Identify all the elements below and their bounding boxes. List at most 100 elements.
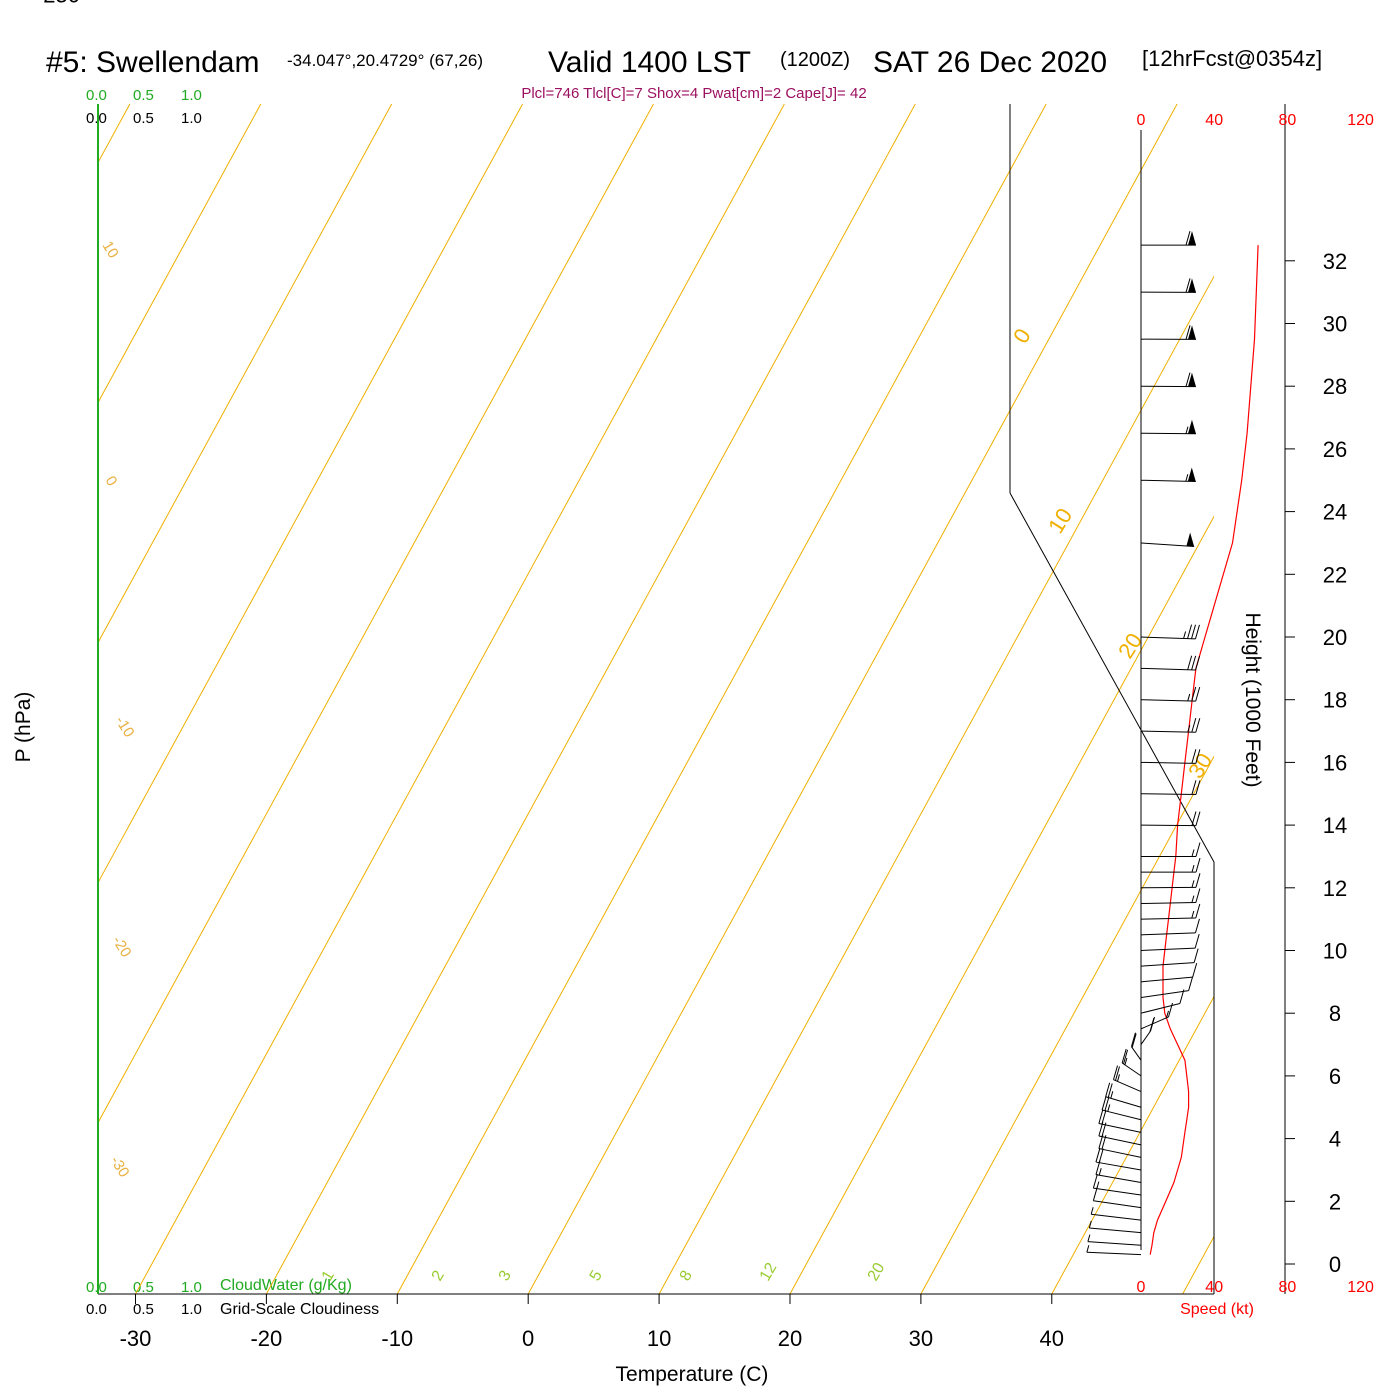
wind-barb-flag <box>1195 655 1201 671</box>
speed-tick-label: 120 <box>1347 112 1374 129</box>
wind-barb-staff <box>1095 1161 1142 1171</box>
wind-barb-flag <box>1113 1065 1118 1080</box>
wind-barb-flag <box>1098 1109 1104 1124</box>
wind-barb-staff <box>1140 947 1196 951</box>
cloudwater-scale-bottom: 0.0 0.5 1.0 CloudWater (g/Kg) <box>86 1277 352 1296</box>
wind-barb-staff <box>1140 1030 1151 1045</box>
wind-barb-staff <box>1140 917 1196 920</box>
x-tick-label: 30 <box>909 1326 933 1351</box>
height-tick-label: 22 <box>1323 562 1347 587</box>
wind-barb-half-flag <box>1086 1245 1090 1253</box>
wind-barb-flag <box>1194 933 1200 949</box>
wind-barb-staff <box>1121 1062 1142 1077</box>
x-axis-label: Temperature (C) <box>616 1363 769 1386</box>
moist-adiabat <box>147 0 1400 15</box>
wind-barb-flag <box>1098 1148 1104 1163</box>
height-tick-label: 26 <box>1323 437 1347 462</box>
mixing-ratio-label: 20 <box>865 1260 889 1284</box>
dry-adiabat <box>0 0 1145 15</box>
wind-barb-half-flag <box>1166 1010 1169 1018</box>
pressure-tick-label: 250 <box>43 0 80 8</box>
mixing-ratio-label: 8 <box>677 1268 696 1284</box>
dry-adiabat <box>202 0 1400 15</box>
wind-barb-pennant <box>1187 467 1196 482</box>
wind-barb-flag <box>1191 718 1197 733</box>
wind-barb-staff <box>1131 1046 1142 1061</box>
height-tick-label: 8 <box>1329 1001 1341 1026</box>
wind-barb-staff <box>1093 1187 1142 1196</box>
wind-barb-flag <box>1105 1082 1111 1097</box>
wind-barb-staff <box>1093 1200 1142 1209</box>
mixing-ratio-label: 3 <box>496 1268 515 1284</box>
x-tick-label: 10 <box>647 1326 671 1351</box>
cloudwater-label: CloudWater (g/Kg) <box>220 1277 352 1294</box>
wind-barb-staff <box>1098 1123 1142 1133</box>
wind-barb-staff <box>1098 1148 1142 1158</box>
utc-text: (1200Z) <box>780 49 850 71</box>
isotherm-line <box>920 755 1214 1294</box>
wind-barb-flag <box>1191 624 1196 639</box>
isotherm-line <box>1051 995 1214 1294</box>
wind-barb-staff <box>1101 1109 1142 1121</box>
wind-barb-flag <box>1123 1049 1129 1065</box>
wind-barb-staff <box>1140 962 1195 967</box>
wind-barb-flag <box>1185 372 1191 387</box>
wind-barb-flag <box>1194 624 1200 640</box>
cloudiness-tick: 0.5 <box>133 110 154 127</box>
wind-barb-staff <box>1140 636 1196 640</box>
wind-barb-half-flag <box>1191 910 1195 919</box>
speed-axis-label: Speed (kt) <box>1180 1301 1254 1318</box>
wind-barb-flag <box>1191 655 1197 671</box>
wind-barb-flag <box>1195 873 1201 888</box>
speed-tick-label: 80 <box>1279 112 1297 129</box>
dry-adiabat <box>1333 0 1400 15</box>
mixing-ratio-label: 5 <box>587 1268 606 1284</box>
wind-barb-flag <box>1195 842 1201 857</box>
wind-barb-flag <box>1192 963 1198 978</box>
wind-barb-staff <box>1140 730 1196 733</box>
dry-adiabat <box>898 0 1400 15</box>
wind-barb-flag <box>1195 718 1201 733</box>
wind-barb-flag <box>1101 1095 1107 1111</box>
cloudiness-scale-top: 0.0 0.5 1.0 <box>86 110 202 127</box>
x-tick-label: -30 <box>120 1326 152 1351</box>
wind-barb-staff <box>1140 1002 1181 1014</box>
dry-adiabat <box>376 0 1400 15</box>
mixing-ratio-label: 2 <box>429 1268 448 1284</box>
cloud-tick: 1.0 <box>181 87 202 104</box>
dry-adiabat <box>637 0 1400 15</box>
x-tick-label: -10 <box>381 1326 413 1351</box>
wind-barb-pennant <box>1187 372 1196 387</box>
height-tick-label: 18 <box>1323 688 1347 713</box>
wind-barb-flag <box>1092 1174 1098 1189</box>
station-title: #5: Swellendam <box>46 46 259 79</box>
x-tick-label: 20 <box>778 1326 802 1351</box>
cloud-tick: 0.0 <box>86 87 107 104</box>
dry-adiabat-label: 10 <box>99 238 122 261</box>
dry-adiabat <box>27 0 1400 15</box>
right-frame-diagonal <box>1009 492 1215 863</box>
dry-adiabat <box>0 0 1012 15</box>
moist-adiabat-lines <box>83 0 1400 15</box>
wind-barb-flag <box>1107 1083 1113 1098</box>
dry-adiabat <box>811 0 1400 15</box>
y-axis-label: P (hPa) <box>12 692 35 763</box>
height-tick-label: 28 <box>1323 374 1347 399</box>
height-tick-label: 14 <box>1323 813 1347 838</box>
wind-barb-staff <box>1086 1251 1142 1256</box>
height-tick-label: 32 <box>1323 249 1347 274</box>
moist-adiabat <box>656 0 1400 15</box>
x-tick-label: -20 <box>250 1326 282 1351</box>
height-axis-label: Height (1000 Feet) <box>1241 612 1264 787</box>
wind-barb-half-flag <box>1187 724 1191 733</box>
wind-barb-half-flag <box>1191 864 1195 873</box>
wind-barb-flag <box>1191 780 1197 795</box>
height-tick-label: 4 <box>1329 1127 1341 1152</box>
height-tick-label: 6 <box>1329 1064 1341 1089</box>
wind-barb-flag <box>1191 811 1197 826</box>
wind-barb-flag <box>1101 1109 1107 1125</box>
moist-adiabat <box>219 0 1400 15</box>
wind-barb-staff <box>1140 976 1193 983</box>
dry-adiabat-label: 0 <box>102 473 121 489</box>
wind-barb-half-flag <box>1124 1057 1128 1065</box>
